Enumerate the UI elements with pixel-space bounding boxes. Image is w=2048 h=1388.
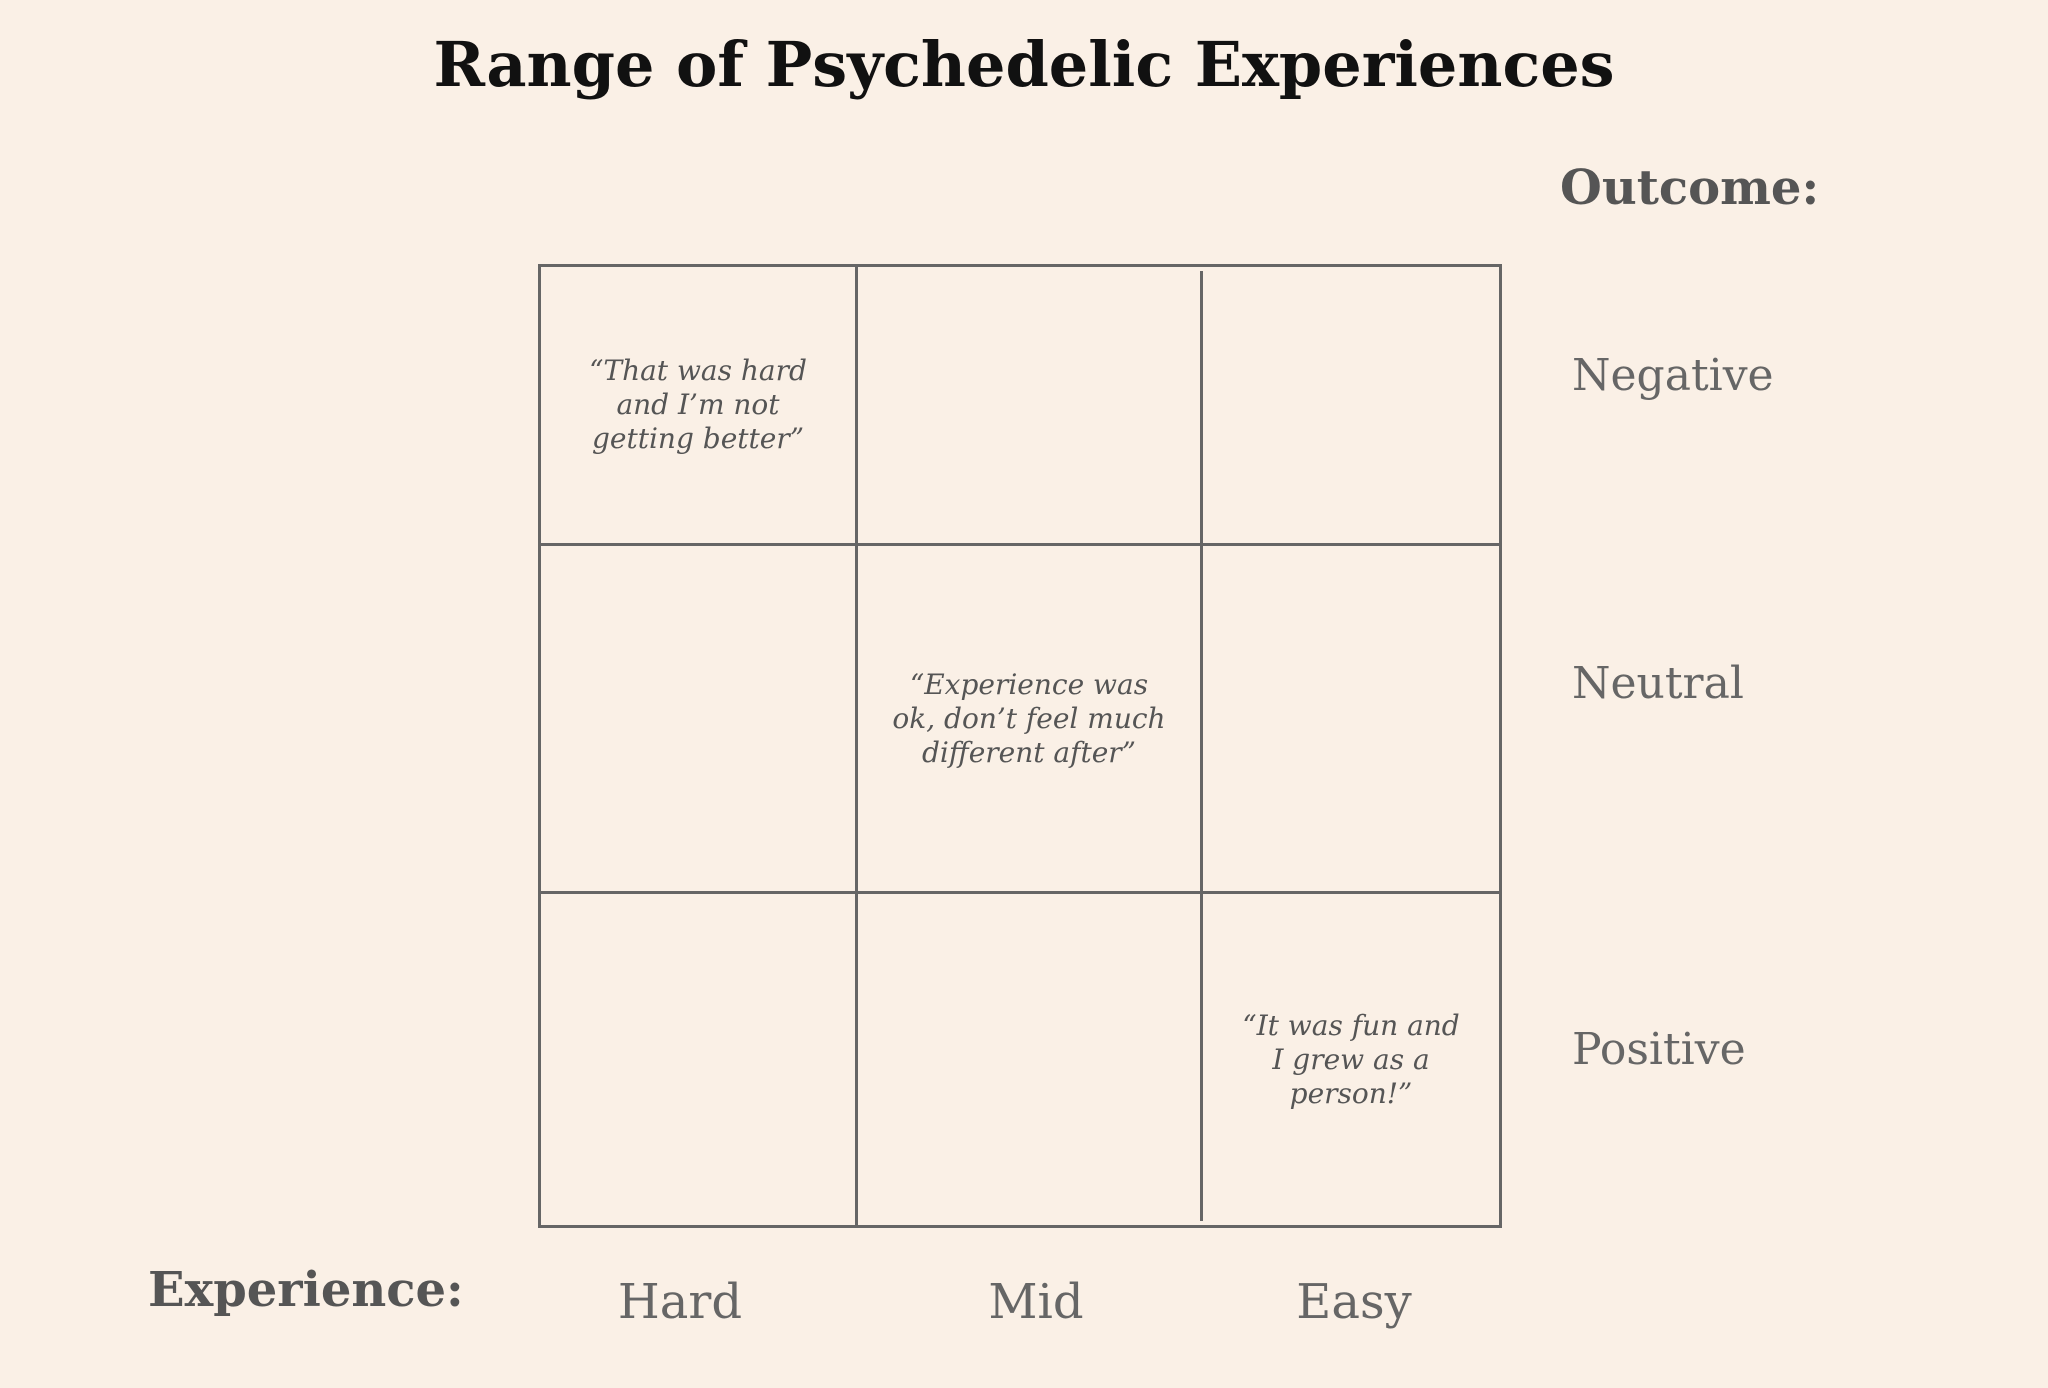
cell-mid-neutral: “Experience was ok, don’t feel much diff…: [858, 546, 1200, 891]
outcome-label-negative: Negative: [1572, 350, 1774, 401]
quote-easy-positive: “It was fun and I grew as a person!”: [1242, 1008, 1460, 1110]
grid-divider-vertical-1: [855, 267, 858, 1225]
quote-hard-negative: “That was hard and I’m not getting bette…: [589, 354, 807, 455]
quote-mid-neutral: “Experience was ok, don’t feel much diff…: [892, 667, 1166, 769]
outcome-label-neutral: Neutral: [1572, 658, 1744, 709]
experience-label-hard: Hard: [617, 1274, 743, 1330]
experience-axis-title: Experience:: [148, 1262, 464, 1318]
experience-label-mid: Mid: [988, 1274, 1084, 1330]
outcome-label-positive: Positive: [1572, 1024, 1746, 1075]
cell-easy-positive: “It was fun and I grew as a person!”: [1203, 894, 1499, 1225]
experience-outcome-grid: “That was hard and I’m not getting bette…: [538, 264, 1502, 1228]
page-title: Range of Psychedelic Experiences: [433, 28, 1615, 101]
cell-hard-negative: “That was hard and I’m not getting bette…: [541, 267, 855, 543]
grid-divider-horizontal-2: [541, 891, 1499, 894]
grid-divider-vertical-2: [1200, 271, 1203, 1221]
grid-divider-horizontal-1: [541, 543, 1499, 546]
outcome-axis-title: Outcome:: [1560, 160, 1820, 216]
experience-label-easy: Easy: [1296, 1274, 1412, 1330]
